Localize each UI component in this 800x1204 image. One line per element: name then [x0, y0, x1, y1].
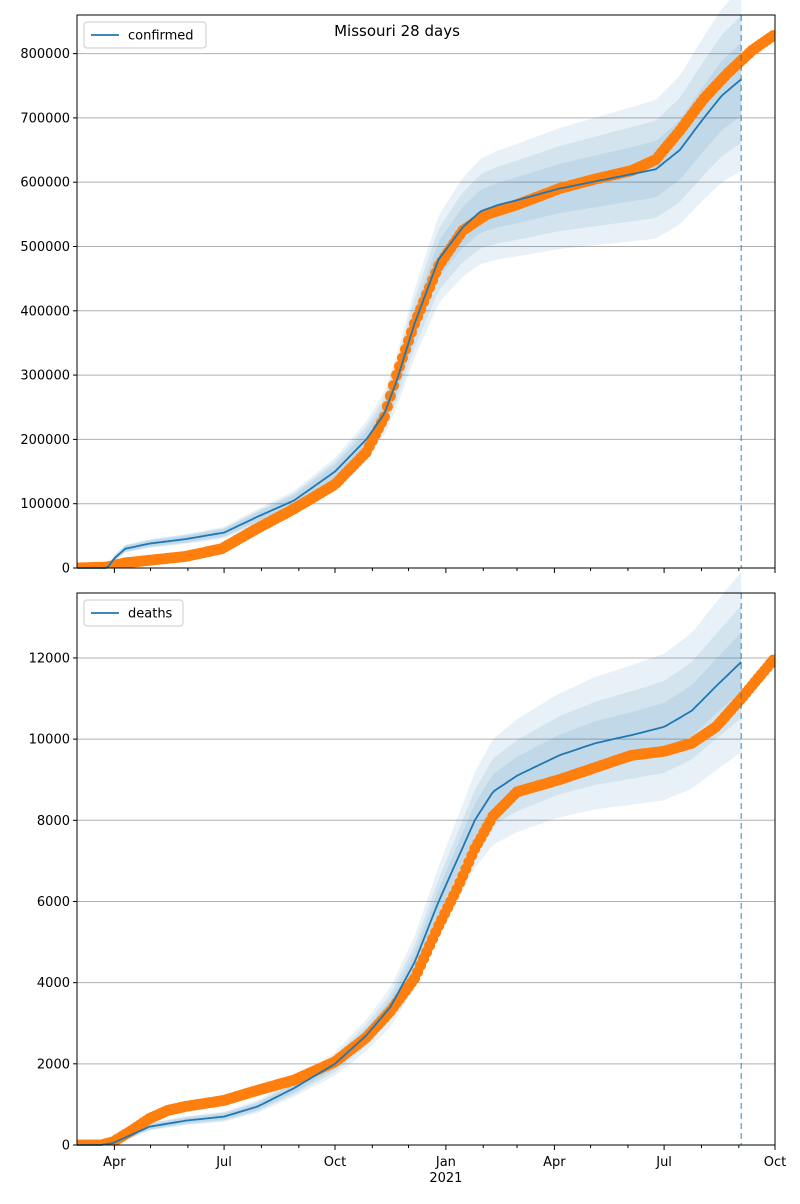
- y-tick-label: 10000: [29, 733, 70, 748]
- axes-frame: [76, 14, 776, 569]
- figure-title: Missouri 28 days: [334, 22, 460, 40]
- y-tick-label: 700000: [20, 111, 70, 126]
- legend-label: deaths: [128, 607, 173, 622]
- x-tick-label: Oct: [324, 1155, 346, 1170]
- deaths-panel: 0 2000 4000 6000 8000 10000 12000 Apr Jul Oct Jan A…: [29, 571, 786, 1186]
- model-line-confirmed: [77, 78, 742, 569]
- y-tick-label: 6000: [37, 895, 70, 910]
- observed-point: [767, 30, 775, 42]
- x-tick-label: Jan: [435, 1155, 456, 1170]
- y-tick-label: 600000: [20, 176, 70, 191]
- y-tick-label: 8000: [37, 814, 70, 829]
- confidence-band-3: [103, 632, 742, 1145]
- y-tick-label: 4000: [37, 976, 70, 991]
- confidence-band-1: [103, 571, 742, 1145]
- y-tick-label: 400000: [20, 304, 70, 319]
- confidence-band-1: [103, 0, 742, 568]
- legend-label: confirmed: [128, 29, 194, 44]
- axes-frame: [76, 592, 776, 1146]
- x-tick-label: Apr: [103, 1155, 126, 1170]
- y-tick-label: 2000: [37, 1057, 70, 1072]
- x-year-label: 2021: [429, 1171, 462, 1186]
- y-tick-label: 300000: [20, 369, 70, 384]
- y-tick-label: 500000: [20, 240, 70, 255]
- y-tick-label: 0: [62, 1139, 70, 1154]
- x-tick-label: Jul: [215, 1155, 232, 1170]
- x-tick-label: Jul: [655, 1155, 672, 1170]
- model-line-deaths: [77, 661, 742, 1146]
- confirmed-panel: 0 100000 200000 300000 400000 500000 600000 700…: [20, 0, 776, 577]
- y-tick-label: 800000: [20, 47, 70, 62]
- confidence-band-2: [103, 605, 742, 1145]
- y-tick-label: 0: [62, 562, 70, 577]
- y-tick-label: 100000: [20, 497, 70, 512]
- legend: deaths: [83, 599, 184, 627]
- observed-point: [767, 654, 775, 666]
- y-tick-label: 200000: [20, 433, 70, 448]
- x-tick-label: Apr: [543, 1155, 566, 1170]
- x-tick-label: Oct: [764, 1155, 786, 1170]
- legend-box: [83, 599, 184, 627]
- legend: confirmed: [83, 21, 207, 49]
- observed-point: [378, 411, 390, 423]
- observed-series: [77, 654, 775, 1145]
- y-tick-label: 12000: [29, 651, 70, 666]
- legend-box: [83, 21, 207, 49]
